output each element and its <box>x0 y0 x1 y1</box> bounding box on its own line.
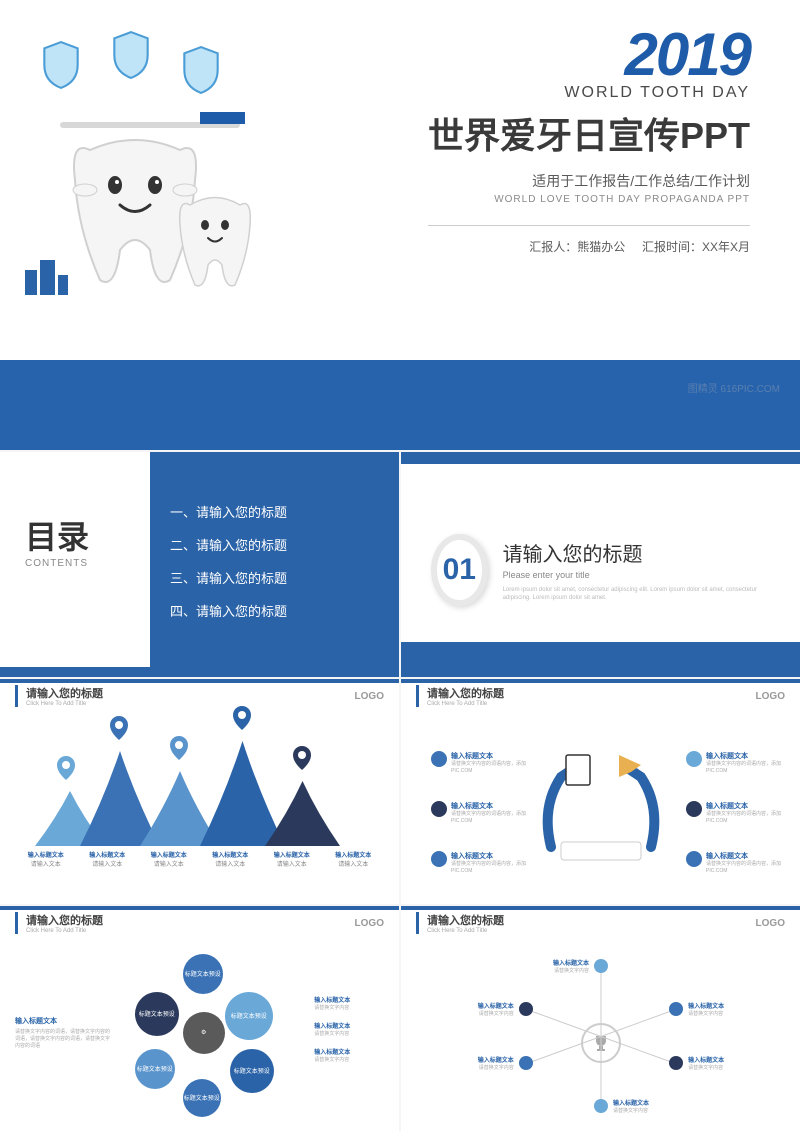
tooth-illustration <box>20 30 280 290</box>
radial-node <box>519 1002 533 1016</box>
radial-node <box>519 1056 533 1070</box>
right-list-item: 输入标题文本请替换文字内容 <box>314 1047 384 1063</box>
slide-section-01: 01 请输入您的标题 Please enter your title Lorem… <box>401 452 800 677</box>
section-title: 请输入您的标题 <box>503 538 770 567</box>
feature-item: 输入标题文本请替换文字内容的词语内容，添加PIC.COM <box>686 801 800 824</box>
title-text-block: 2019 WORLD TOOTH DAY 世界爱牙日宣传PPT 适用于工作报告/… <box>428 20 750 255</box>
radial-label: 输入标题文本请替换文字内容 <box>444 1055 514 1071</box>
radial-label: 输入标题文本请替换文字内容 <box>688 1055 758 1071</box>
mountain-chart <box>35 726 364 846</box>
toc-list: 一、请输入您的标题 二、请输入您的标题 三、请输入您的标题 四、请输入您的标题 <box>150 452 399 677</box>
slide-arms-tablet: 请输入您的标题 Click Here To Add Title LOGO 输入标… <box>401 679 800 904</box>
world-tooth-day-en: WORLD TOOTH DAY <box>428 84 750 102</box>
slide-header-title: 请输入您的标题 <box>427 912 504 928</box>
map-pin-icon <box>170 736 188 760</box>
s6-right-list: 输入标题文本请替换文字内容输入标题文本请替换文字内容输入标题文本请替换文字内容 <box>314 995 384 1073</box>
main-title: 世界爱牙日宣传PPT <box>428 107 750 159</box>
slide-title: 2019 WORLD TOOTH DAY 世界爱牙日宣传PPT 适用于工作报告/… <box>0 0 800 450</box>
feature-item: 输入标题文本请替换文字内容的词语内容，添加PIC.COM <box>431 801 551 824</box>
slide-hexagon-circles: 请输入您的标题 Click Here To Add Title LOGO 输入标… <box>0 906 399 1131</box>
cluster-circle: ⚙ <box>183 1012 225 1054</box>
radial-node <box>669 1002 683 1016</box>
slide-mountain-chart: 请输入您的标题 Click Here To Add Title LOGO 输入标… <box>0 679 399 904</box>
slide-header-sub: Click Here To Add Title <box>427 701 504 707</box>
map-pin-icon <box>57 756 75 780</box>
right-list-item: 输入标题文本请替换文字内容 <box>314 1021 384 1037</box>
toc-title-en: CONTENTS <box>25 558 150 569</box>
chart-label: 输入标题文本请输入文本 <box>21 850 71 868</box>
radial-line <box>601 1037 602 1107</box>
section-lorem: Lorem ipsum dolor sit amet, consectetur … <box>503 586 770 603</box>
radial-label: 输入标题文本请替换文字内容 <box>688 1001 758 1017</box>
radial-label: 输入标题文本请替换文字内容 <box>519 958 589 974</box>
chart-label: 输入标题文本请输入文本 <box>267 850 317 868</box>
chart-label: 输入标题文本请输入文本 <box>82 850 132 868</box>
toc-item: 一、请输入您的标题 <box>170 502 379 521</box>
city-icon <box>20 250 90 300</box>
toc-item: 三、请输入您的标题 <box>170 568 379 587</box>
map-pin-icon <box>110 716 128 740</box>
radial-node <box>669 1056 683 1070</box>
chart-label: 输入标题文本请输入文本 <box>144 850 194 868</box>
cluster-circle: 标题文本预设 <box>225 992 273 1040</box>
slide-header-title: 请输入您的标题 <box>26 912 103 928</box>
radial-label: 输入标题文本请替换文字内容 <box>613 1098 683 1114</box>
radial-node <box>594 959 608 973</box>
logo-text: LOGO <box>756 918 785 929</box>
map-pin-icon <box>233 706 251 730</box>
map-pin-icon <box>293 746 311 770</box>
radial-label: 输入标题文本请替换文字内容 <box>444 1001 514 1017</box>
feature-item: 输入标题文本请替换文字内容的词语内容，添加PIC.COM <box>686 851 800 874</box>
slide-header-title: 请输入您的标题 <box>427 685 504 701</box>
cluster-circle: 标题文本预设 <box>135 1049 175 1089</box>
toc-title: 目录 <box>25 512 150 558</box>
bottom-bar <box>0 360 800 450</box>
chart-label: 输入标题文本请输入文本 <box>205 850 255 868</box>
chart-labels: 输入标题文本请输入文本输入标题文本请输入文本输入标题文本请输入文本输入标题文本请… <box>15 850 384 868</box>
radial-line <box>601 967 602 1037</box>
feature-item: 输入标题文本请替换文字内容的词语内容，添加PIC.COM <box>686 751 800 774</box>
right-list-item: 输入标题文本请替换文字内容 <box>314 995 384 1011</box>
logo-text: LOGO <box>355 691 384 702</box>
reporter-line: 汇报人：熊猫办公 汇报时间：XX年X月 <box>428 238 750 255</box>
cluster-circle: 标题文本预设 <box>183 1079 221 1117</box>
radial-node <box>594 1099 608 1113</box>
slide-radial-diagram: 请输入您的标题 Click Here To Add Title LOGO 输入标… <box>401 906 800 1131</box>
logo-text: LOGO <box>355 918 384 929</box>
logo-text: LOGO <box>756 691 785 702</box>
slide-contents: 目录 CONTENTS 一、请输入您的标题 二、请输入您的标题 三、请输入您的标… <box>0 452 399 677</box>
slide-header-sub: Click Here To Add Title <box>26 928 103 934</box>
cluster-circle: 标题文本预设 <box>135 992 179 1036</box>
subtitle-cn: 适用于工作报告/工作总结/工作计划 <box>428 171 750 191</box>
circle-cluster: 标题文本预设标题文本预设标题文本预设⚙标题文本预设标题文本预设标题文本预设 <box>115 954 314 1114</box>
feature-item: 输入标题文本请替换文字内容的词语内容，添加PIC.COM <box>431 851 551 874</box>
subtitle-en: WORLD LOVE TOOTH DAY PROPAGANDA PPT <box>428 194 750 205</box>
slide-header-sub: Click Here To Add Title <box>427 928 504 934</box>
toc-item: 二、请输入您的标题 <box>170 535 379 554</box>
tooth-character-small <box>170 190 260 290</box>
year: 2019 <box>428 20 750 89</box>
mountain-peak <box>265 781 340 846</box>
cluster-circle: 标题文本预设 <box>183 954 223 994</box>
s5-items: 输入标题文本请替换文字内容的词语内容，添加PIC.COM 输入标题文本请替换文字内… <box>416 721 800 916</box>
chart-label: 输入标题文本请输入文本 <box>328 850 378 868</box>
toc-item: 四、请输入您的标题 <box>170 601 379 620</box>
section-sub: Please enter your title <box>503 570 770 580</box>
section-number: 01 <box>431 534 488 606</box>
s6-left-text: 输入标题文本 请替换文字内容的词语，请替换文字内容的词语，请替换文字内容的词语，… <box>15 1017 115 1051</box>
slide-header-title: 请输入您的标题 <box>26 685 103 701</box>
slide-header-sub: Click Here To Add Title <box>26 701 103 707</box>
feature-item: 输入标题文本请替换文字内容的词语内容，添加PIC.COM <box>431 751 551 774</box>
cluster-circle: 标题文本预设 <box>230 1049 274 1093</box>
